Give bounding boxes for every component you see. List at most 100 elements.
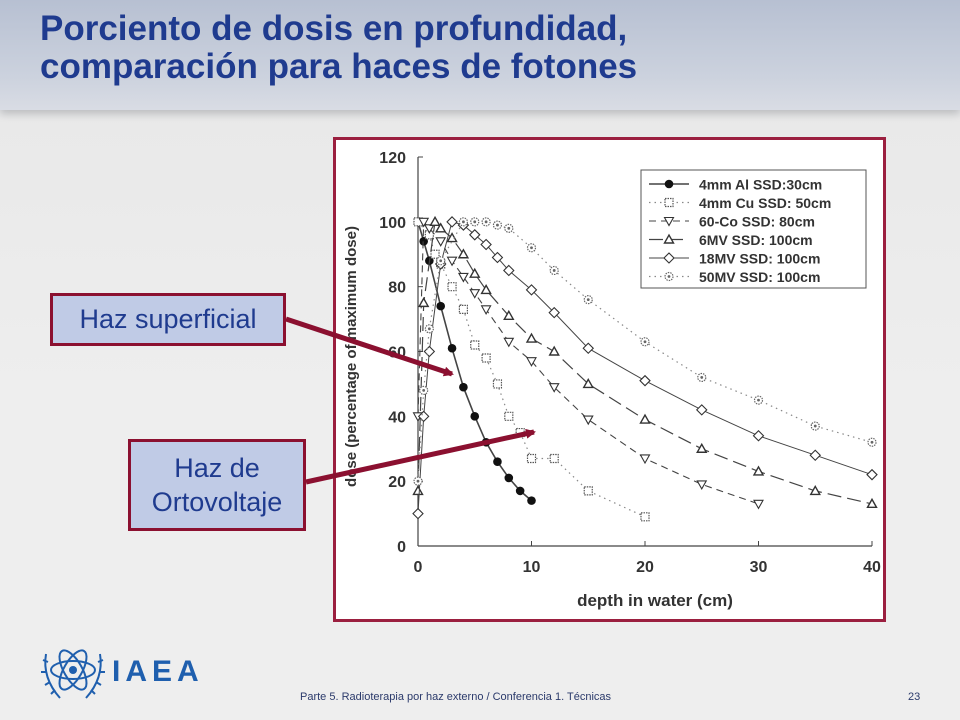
data-point-dot xyxy=(757,398,760,402)
data-point-dot xyxy=(643,340,647,344)
legend-marker-3 xyxy=(663,233,675,244)
page-number: 23 xyxy=(908,691,921,703)
data-point-dot xyxy=(462,220,465,224)
data-point xyxy=(417,296,430,308)
series-line-5 xyxy=(417,221,873,482)
data-point xyxy=(639,374,651,387)
legend-entry: 4mm Cu SSD: 50cm xyxy=(699,195,831,211)
depth-dose-chart: 0 20 40 60 80 100 120 0 10 20 30 40 depth in water (… xyxy=(343,150,881,610)
data-point xyxy=(515,427,525,438)
x-tick-label: 40 xyxy=(863,559,881,576)
data-point xyxy=(412,507,424,520)
data-point xyxy=(503,264,515,277)
x-tick-label: 20 xyxy=(636,559,654,576)
data-point xyxy=(459,382,468,392)
iaea-logo-text: IAEA xyxy=(112,655,204,688)
data-point-dot xyxy=(507,226,511,230)
data-point-dot xyxy=(439,259,443,263)
legend-box xyxy=(640,169,867,289)
data-point xyxy=(583,486,593,496)
data-point xyxy=(695,404,708,416)
y-axis-label: dose (percentage of maximum dose) xyxy=(343,226,360,487)
data-point xyxy=(549,453,559,464)
data-point xyxy=(470,412,480,421)
data-point xyxy=(640,512,650,522)
legend-marker-1 xyxy=(664,197,674,208)
data-point-dot xyxy=(586,298,590,302)
y-tick-label: 60 xyxy=(388,345,406,362)
data-point xyxy=(423,224,435,234)
data-point xyxy=(548,306,560,319)
data-point xyxy=(447,343,457,353)
callout-superficial: Haz superficial xyxy=(50,293,286,346)
data-point xyxy=(491,251,504,264)
y-tick-label: 100 xyxy=(379,215,406,232)
data-point-dot xyxy=(813,424,817,428)
data-point xyxy=(809,484,821,496)
y-tick-label: 120 xyxy=(379,150,406,167)
x-tick-label: 0 xyxy=(414,559,423,576)
data-point xyxy=(582,415,594,426)
data-point xyxy=(412,484,424,496)
data-point xyxy=(493,457,502,467)
footer-text: Parte 5. Radioterapia por haz externo / … xyxy=(300,691,612,703)
data-point xyxy=(527,496,536,505)
data-point-dot xyxy=(416,479,420,483)
legend-entry: 18MV SSD: 100cm xyxy=(699,251,820,267)
data-point xyxy=(753,499,764,510)
callout-orto-line-1: Haz de xyxy=(174,453,260,483)
legend-entry: 6MV SSD: 100cm xyxy=(699,232,813,248)
legend-entry: 60-Co SSD: 80cm xyxy=(699,214,815,230)
y-tick-label: 0 xyxy=(397,539,406,556)
data-point-dot xyxy=(496,223,499,227)
legend-marker-0 xyxy=(664,179,674,189)
legend-entry: 50MV SSD: 100cm xyxy=(699,269,820,285)
data-point-dot xyxy=(473,220,477,224)
data-point-dot xyxy=(427,327,431,331)
data-point xyxy=(481,437,491,447)
data-point xyxy=(809,449,822,462)
title-line-2: comparación para haces de fotones xyxy=(40,47,638,86)
x-tick-label: 10 xyxy=(523,559,541,576)
data-point xyxy=(752,430,765,442)
iaea-emblem-icon xyxy=(41,649,105,699)
data-point-dot xyxy=(552,269,556,272)
data-point xyxy=(866,468,878,481)
data-point xyxy=(470,340,480,350)
data-point xyxy=(696,442,708,453)
data-point xyxy=(639,454,651,465)
data-point xyxy=(423,345,436,358)
data-point xyxy=(515,486,525,496)
data-point xyxy=(582,342,595,355)
data-point xyxy=(526,357,537,367)
legend-entry: 4mm Al SSD:30cm xyxy=(699,177,822,193)
data-point xyxy=(418,217,430,228)
data-point-dot xyxy=(700,376,704,379)
data-point xyxy=(413,217,423,227)
data-point xyxy=(457,248,470,259)
data-point-dot xyxy=(530,246,533,250)
callout-ortovoltaje: Haz de Ortovoltaje xyxy=(128,439,306,531)
data-point xyxy=(752,465,765,476)
data-point xyxy=(492,379,503,389)
data-point xyxy=(504,473,514,483)
title-band xyxy=(0,0,960,110)
data-point xyxy=(417,410,430,423)
data-point xyxy=(469,289,481,299)
title-line-1: Porciento de dosis en profundidad, xyxy=(40,9,628,48)
data-point-dot xyxy=(422,389,426,392)
data-point-dot xyxy=(484,220,488,224)
data-point xyxy=(480,283,492,295)
series-line-4 xyxy=(417,221,873,514)
series-line-0 xyxy=(417,221,533,502)
data-point xyxy=(525,284,538,296)
data-point xyxy=(458,304,469,314)
data-point xyxy=(480,238,492,251)
data-point xyxy=(436,301,445,311)
data-point xyxy=(548,383,560,393)
data-point xyxy=(525,332,538,343)
data-point xyxy=(468,229,481,241)
data-point xyxy=(548,345,560,356)
data-point xyxy=(447,282,457,292)
data-point xyxy=(446,216,458,228)
